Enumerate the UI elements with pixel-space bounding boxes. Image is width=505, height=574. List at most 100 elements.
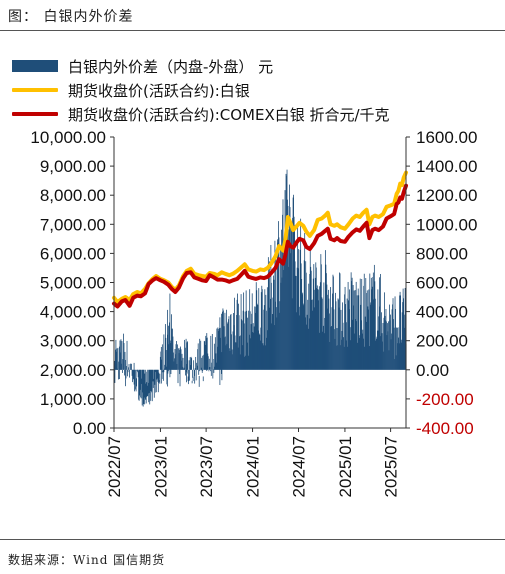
spread-bar	[256, 303, 258, 370]
spread-bar	[190, 365, 192, 370]
spread-bar	[365, 293, 367, 370]
spread-bar	[191, 358, 193, 370]
spread-bar	[362, 329, 364, 370]
spread-bar	[286, 175, 287, 370]
spread-bar	[158, 372, 160, 383]
spread-bar	[302, 305, 304, 370]
spread-bar	[151, 369, 153, 392]
spread-bar	[215, 353, 217, 370]
spread-bar	[279, 312, 280, 370]
spread-bar	[346, 298, 348, 370]
spread-bar	[166, 366, 168, 385]
spread-bar	[227, 323, 228, 370]
spread-bar	[211, 334, 213, 370]
spread-bar	[399, 291, 401, 370]
spread-bar	[230, 314, 232, 370]
spread-bar	[289, 184, 290, 370]
spread-bar	[244, 323, 246, 370]
spread-bar	[163, 334, 165, 373]
spread-bar	[307, 299, 309, 370]
spread-bar	[285, 173, 287, 370]
spread-bar	[119, 346, 120, 380]
right-tick-label: 1000.00	[416, 215, 477, 234]
spread-bar	[222, 311, 223, 370]
spread-bar	[274, 325, 275, 370]
spread-bar	[186, 364, 187, 383]
spread-bar	[284, 190, 286, 370]
spread-bar	[255, 306, 257, 370]
spread-bar	[216, 328, 218, 370]
spread-bar	[356, 295, 358, 370]
spread-bar	[181, 360, 182, 370]
spread-bar	[293, 194, 294, 370]
spread-bar	[150, 369, 152, 401]
spread-bar	[391, 333, 392, 370]
spread-bar	[187, 376, 189, 382]
spread-bar	[295, 276, 297, 370]
spread-bar	[196, 365, 198, 370]
right-tick-label: 800.00	[416, 244, 468, 263]
spread-bar	[146, 385, 148, 397]
spread-bar	[125, 359, 126, 387]
spread-bar	[370, 277, 372, 370]
spread-bar	[386, 321, 387, 370]
spread-bar	[306, 324, 308, 370]
spread-bar	[135, 369, 137, 392]
spread-bar	[312, 299, 314, 370]
spread-bar	[331, 326, 332, 370]
spread-bar	[359, 335, 361, 370]
spread-bar	[243, 356, 245, 370]
spread-bar	[338, 299, 339, 370]
spread-bar	[147, 369, 149, 396]
spread-bar	[186, 342, 188, 374]
spread-bar	[181, 353, 183, 370]
spread-bar	[285, 248, 286, 370]
spread-bar	[283, 252, 285, 370]
spread-bar	[144, 383, 146, 400]
spread-bar	[349, 289, 351, 370]
spread-bar	[372, 277, 374, 370]
spread-bar	[145, 371, 147, 404]
source-note: 数据来源：Wind 国信期货	[8, 553, 166, 567]
spread-bar	[180, 349, 182, 370]
spread-bar	[205, 338, 207, 370]
left-tick-label: 4,000.00	[40, 303, 106, 322]
spread-bar	[218, 328, 220, 370]
spread-bar	[371, 286, 373, 370]
spread-bar	[366, 290, 368, 370]
spread-bar	[307, 328, 309, 370]
spread-bar	[253, 326, 255, 370]
spread-bar	[118, 361, 120, 370]
spread-bar	[229, 350, 231, 370]
spread-bar	[184, 339, 185, 370]
spread-bar	[137, 369, 139, 373]
spread-bar	[395, 308, 396, 370]
spread-bar	[237, 347, 239, 370]
spread-bar	[239, 336, 240, 370]
spread-bar	[191, 380, 193, 384]
spread-bar	[401, 342, 402, 370]
chart-legend: 白银内外价差（内盘-外盘） 元 期货收盘价(活跃合约):白银 期货收盘价(活跃合…	[12, 54, 390, 126]
spread-bar	[382, 341, 383, 370]
spread-bar	[261, 285, 263, 370]
spread-bar	[314, 277, 316, 370]
legend-swatch-spread	[12, 60, 58, 72]
spread-bar	[394, 359, 395, 370]
spread-bar	[310, 266, 312, 370]
spread-bar	[174, 349, 176, 370]
spread-bar	[299, 315, 301, 370]
spread-bar	[294, 261, 296, 370]
spread-bar	[249, 311, 251, 370]
spread-bar	[353, 305, 355, 370]
spread-bar	[289, 207, 291, 370]
spread-bar	[189, 369, 191, 381]
spread-bar	[140, 369, 142, 399]
spread-bar	[221, 313, 222, 374]
spread-bar	[368, 346, 370, 370]
spread-bar	[386, 335, 388, 370]
spread-bar	[172, 336, 174, 370]
spread-bar	[403, 314, 405, 370]
spread-bar	[170, 340, 172, 375]
spread-bar	[200, 340, 202, 370]
spread-bar	[352, 285, 354, 370]
